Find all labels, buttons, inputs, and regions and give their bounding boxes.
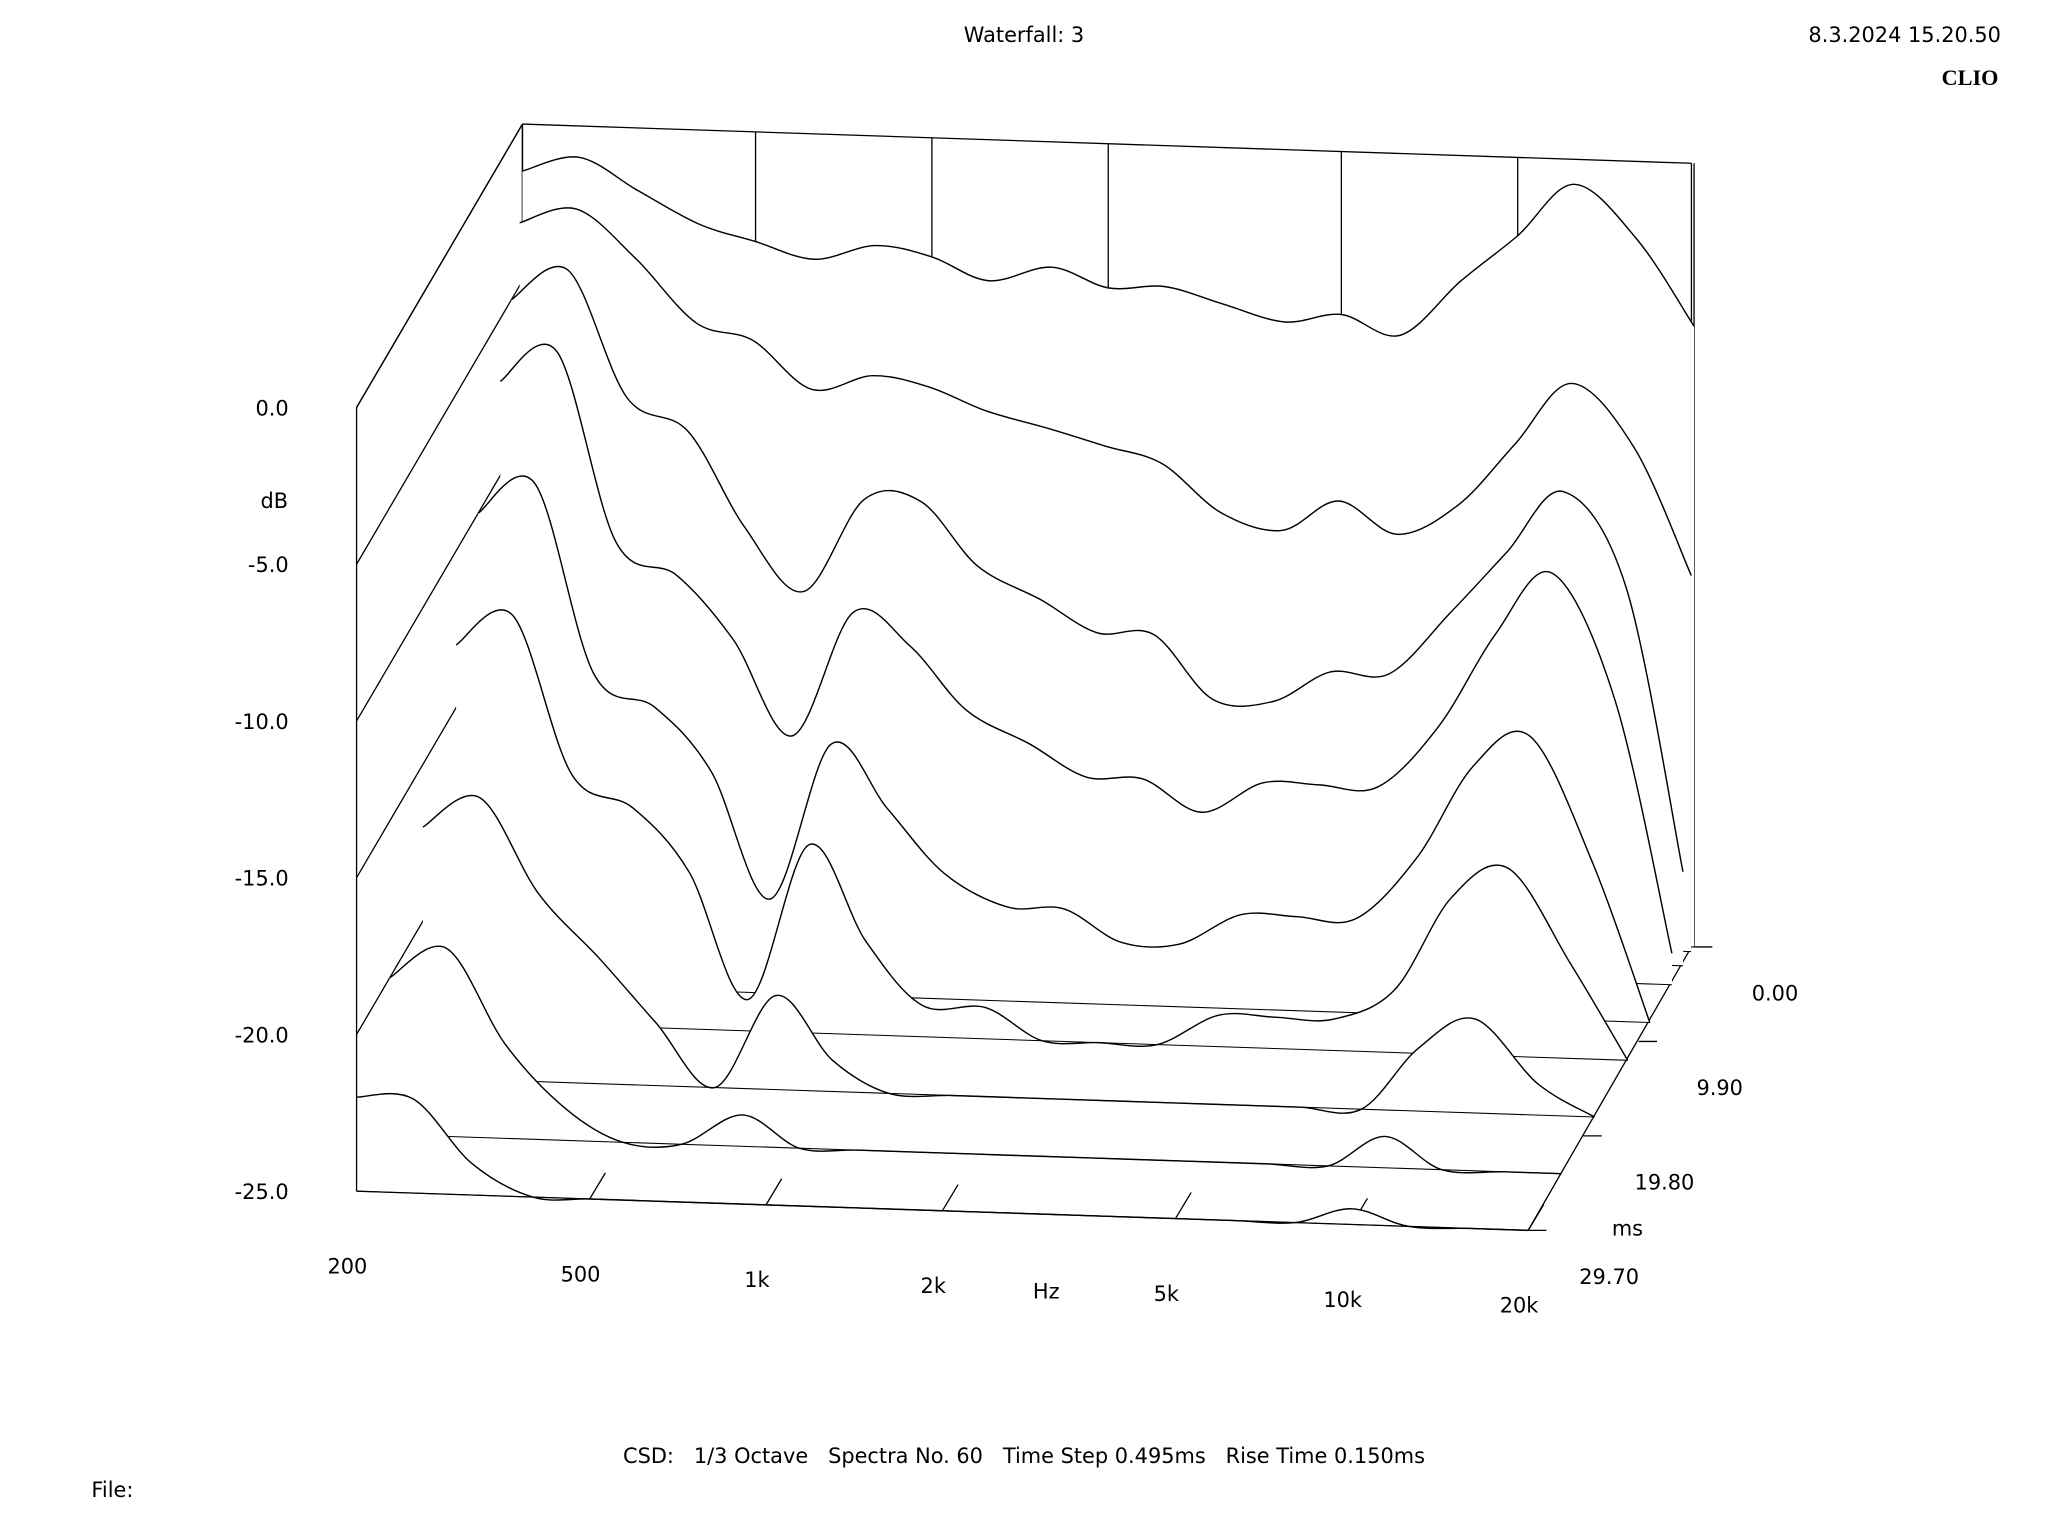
trace-mask: [500, 344, 1672, 985]
y-tick-label: 0.0: [255, 396, 288, 420]
y-tick-label: -25.0: [235, 1180, 289, 1204]
spectrum-trace: [499, 343, 1673, 954]
z-tick-label: 19.80: [1635, 1170, 1695, 1194]
grid-line: [356, 280, 524, 565]
file-label: File:: [91, 1478, 133, 1502]
z-tick-label: 9.90: [1696, 1076, 1742, 1100]
x-tick-label: 200: [327, 1254, 367, 1278]
brand: CLIO: [1942, 65, 1999, 90]
box-edge: [522, 123, 1692, 164]
x-tick-label: 20k: [1500, 1294, 1540, 1318]
spectrum-trace: [510, 265, 1684, 872]
spectrum-trace: [519, 207, 1692, 576]
tick-mark: [941, 1184, 959, 1212]
footer: CSD: 1/3 Octave Spectra No. 60 Time Step…: [623, 1444, 1425, 1468]
spectrum-trace: [522, 156, 1695, 337]
x-tick-label: 2k: [921, 1274, 947, 1298]
timestamp: 8.3.2024 15.20.50: [1808, 23, 2001, 47]
chart-title: Waterfall: 3: [964, 23, 1084, 47]
x-tick-label: 1k: [744, 1268, 770, 1292]
spectrum-trace: [455, 609, 1629, 1061]
trace-mask: [422, 795, 1595, 1117]
box-front: [355, 407, 1529, 1232]
x-tick-label: 500: [561, 1262, 601, 1286]
z-tick-label: 0.00: [1752, 981, 1798, 1005]
box-edge: [1527, 946, 1692, 1231]
trace-baseline: [422, 1077, 1595, 1118]
x-tick-label: 10k: [1323, 1288, 1363, 1312]
tick-mark: [589, 1172, 606, 1200]
y-tick-label: -10.0: [235, 710, 289, 734]
y-tick-label: -5.0: [248, 553, 289, 577]
x-axis-label: Hz: [1033, 1279, 1060, 1303]
tick-mark: [765, 1178, 783, 1206]
y-tick-label: -20.0: [235, 1023, 289, 1047]
grid-line: [356, 437, 524, 722]
tick-mark: [1527, 1203, 1545, 1231]
z-tick-label: 29.70: [1579, 1265, 1639, 1289]
spectrum-trace: [477, 475, 1651, 1023]
trace-baseline: [389, 1133, 1562, 1175]
tick-mark: [1174, 1192, 1192, 1219]
y-tick-label: -15.0: [235, 867, 289, 891]
y-axis-label: dB: [260, 489, 288, 513]
x-tick-label: 5k: [1154, 1282, 1180, 1306]
grid-line: [356, 123, 524, 408]
z-axis-label: ms: [1612, 1217, 1643, 1241]
traces: [356, 156, 1695, 1232]
box-edge: [356, 1190, 1529, 1232]
